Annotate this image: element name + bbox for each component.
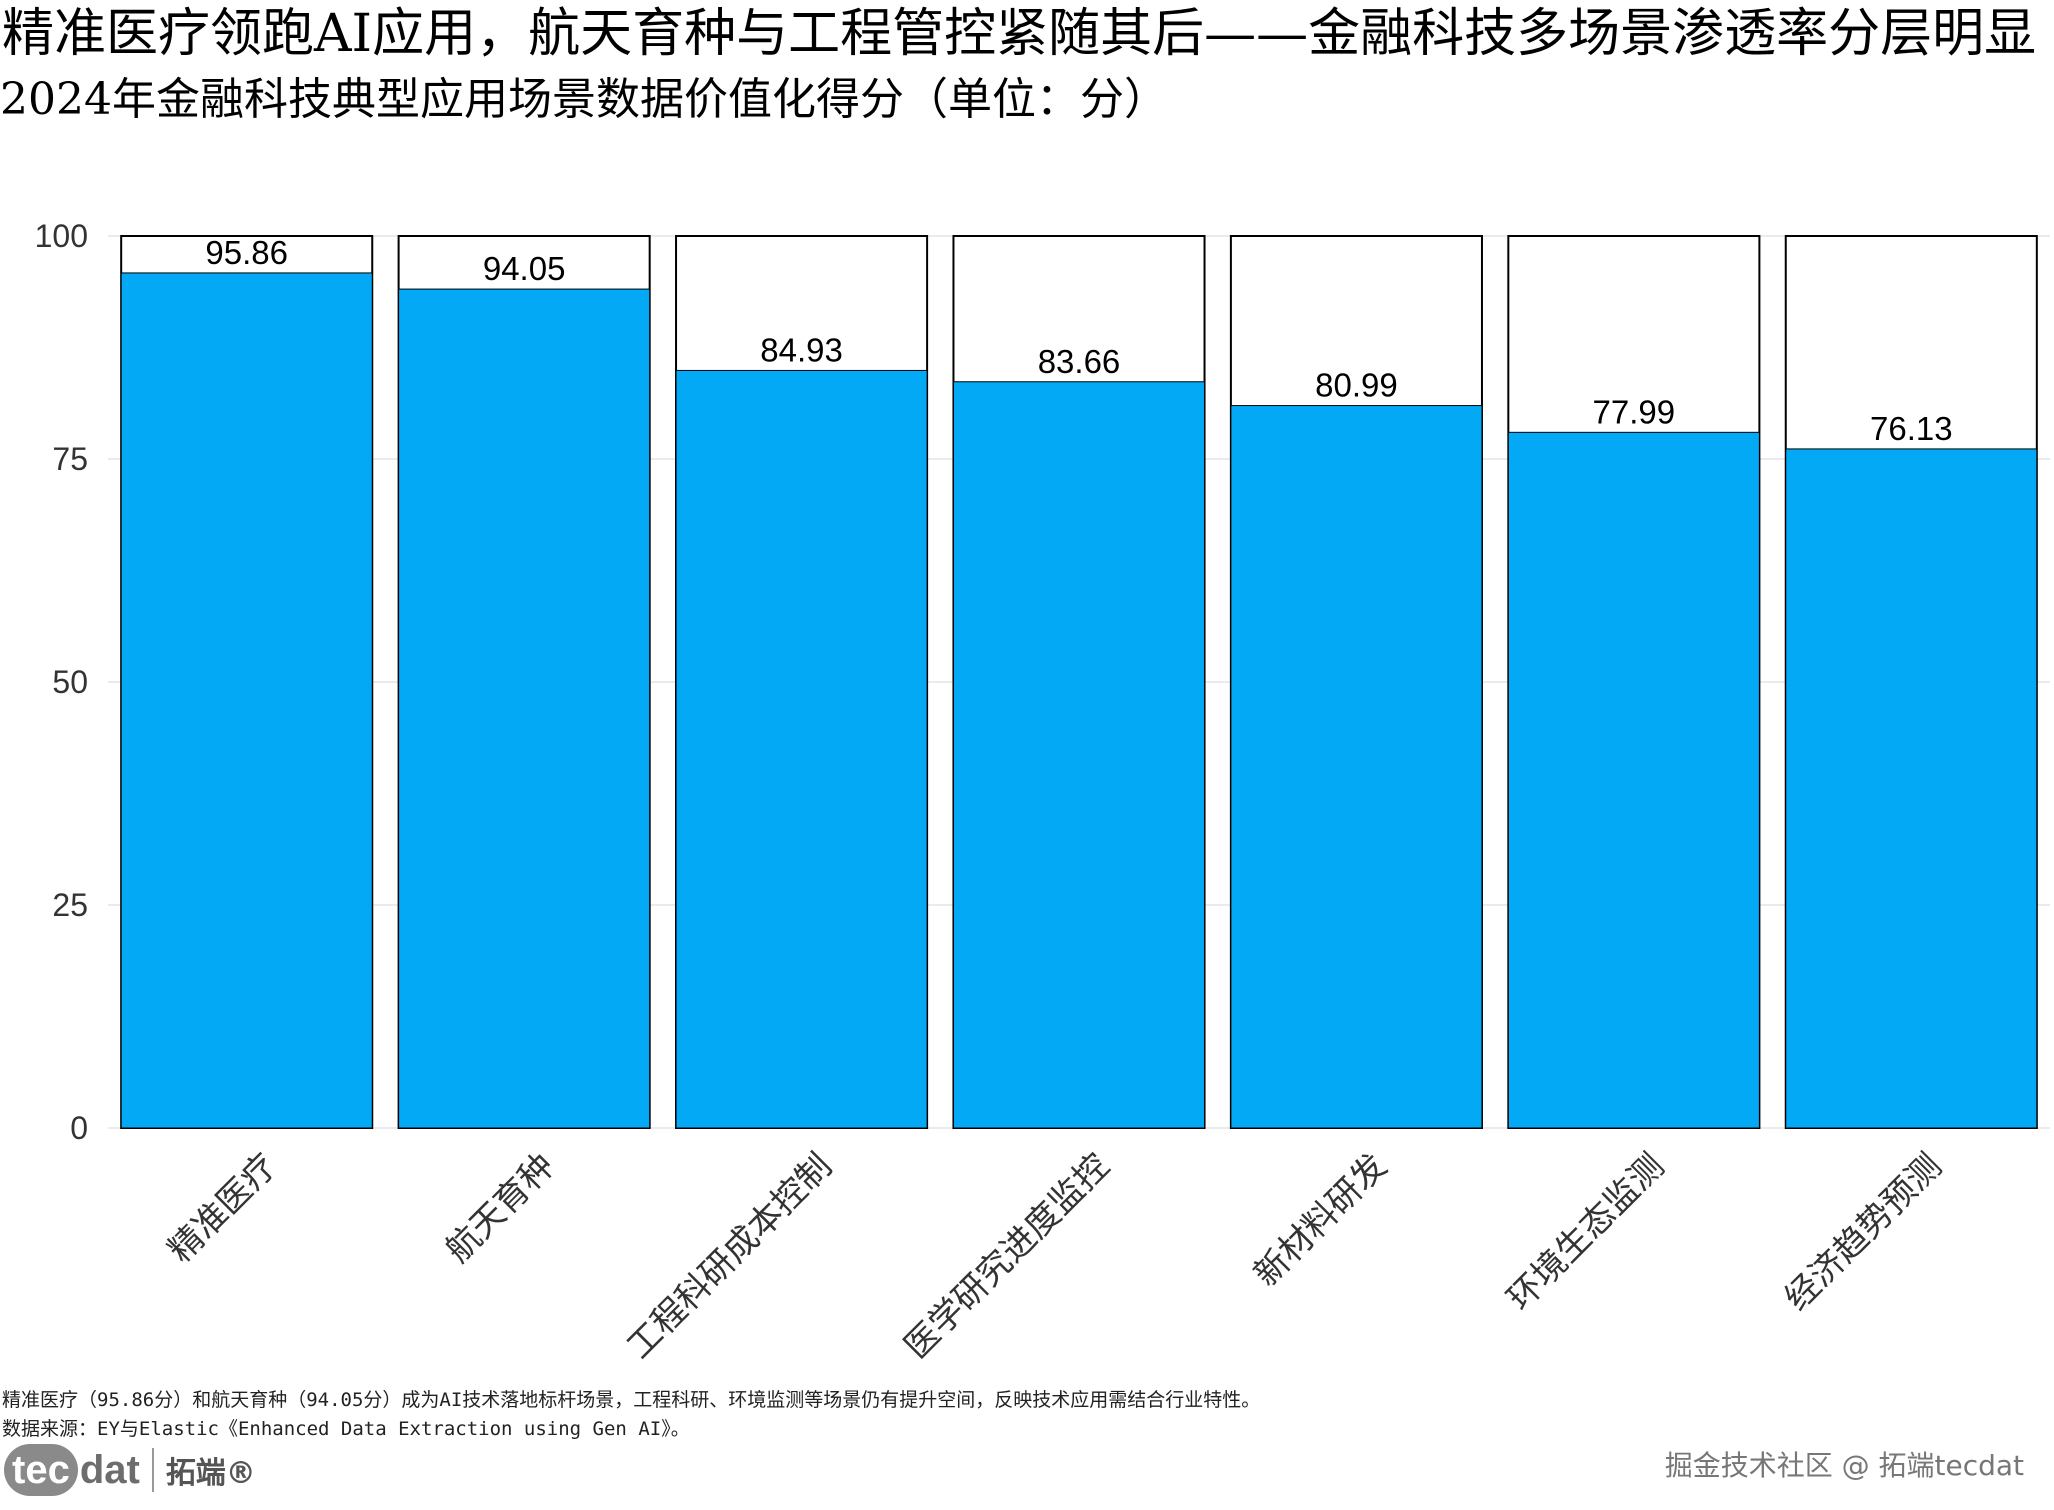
data-label: 77.99 [1593,393,1676,430]
y-tick-label: 50 [52,664,88,700]
data-label: 84.93 [760,331,843,368]
x-axis: 精准医疗 航天育种 工程科研成本控制 医学研究进度监控 新材料研发 环境生态监测 经济趋势预… [161,1146,1950,1367]
x-tick-label: 新材料研发 [1246,1146,1394,1294]
y-axis: 0 25 50 75 100 [35,218,88,1146]
x-tick-label: 航天育种 [438,1146,562,1270]
bar [1230,405,1483,1129]
data-label: 76.13 [1870,410,1953,447]
bar [398,288,651,1129]
x-tick-label: 经济趋势预测 [1777,1146,1950,1319]
y-tick-label: 0 [70,1110,88,1146]
y-tick-label: 100 [35,218,88,254]
y-tick-label: 75 [52,441,88,477]
y-tick-label: 25 [52,887,88,923]
logo-tec: tec [4,1444,78,1496]
data-label: 95.86 [205,234,288,271]
bar [952,381,1206,1129]
data-label: 80.99 [1315,367,1398,404]
x-tick-label: 医学研究进度监控 [897,1146,1118,1367]
bar [1785,448,2038,1129]
bar [675,369,928,1129]
x-tick-label: 工程科研成本控制 [619,1146,840,1367]
x-tick-label: 环境生态监测 [1500,1146,1673,1319]
chart-title: 精准医疗领跑AI应用，航天育种与工程管控紧随其后——金融科技多场景渗透率分层明显 [2,4,2037,64]
tecdat-logo: tec dat 拓端® [4,1440,256,1500]
logo-dat: dat [79,1447,140,1492]
data-label: 94.05 [483,250,566,287]
data-source: 数据来源：EY与Elastic《Enhanced Data Extraction… [2,1418,690,1440]
chart-note: 精准医疗（95.86分）和航天育种（94.05分）成为AI技术落地标杆场景，工程… [2,1389,1261,1411]
data-label: 83.66 [1038,343,1121,380]
logo-cn: 拓端® [165,1456,256,1491]
chart-subtitle: 2024年金融科技典型应用场景数据价值化得分（单位：分） [0,74,1168,125]
watermark: 掘金技术社区 @ 拓端tecdat [1664,1449,2024,1482]
bar [120,272,373,1129]
bar [1507,431,1760,1129]
logo-divider [151,1448,154,1492]
x-tick-label: 精准医疗 [161,1146,285,1270]
bar-chart: 0 25 50 75 100 95.86 94.05 84.93 83.66 80.99 77.9… [35,218,2050,1367]
bars-group: 95.86 94.05 84.93 83.66 80.99 77.99 76.13 [120,234,2038,1129]
